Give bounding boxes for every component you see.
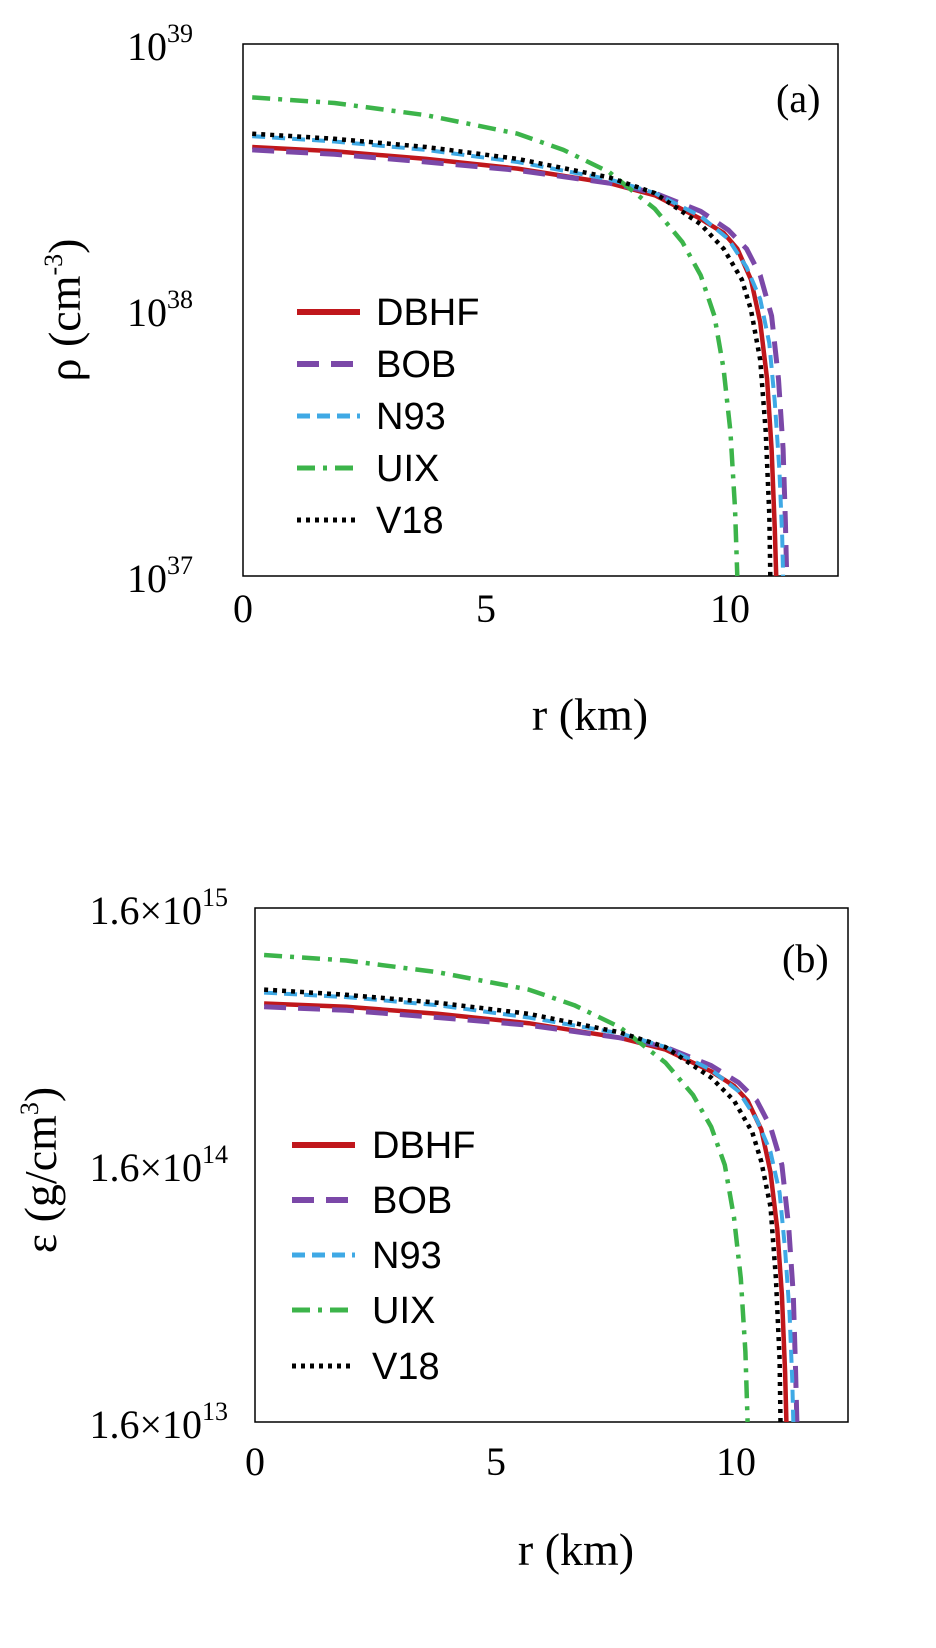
series-line-b-uix: [263, 952, 750, 1423]
legend-label-a-n93: N93: [376, 396, 446, 438]
legend-a: DBHF BOB N93 UIX V18: [297, 292, 479, 542]
y-tick-label-b-15: 1.6×1015: [89, 883, 228, 933]
y-tick-label-b-14: 1.6×1014: [89, 1140, 228, 1190]
series-group-a: [252, 95, 790, 577]
x-tick-label-a-0: 0: [233, 586, 253, 631]
series-line-a-n93: [252, 134, 786, 577]
legend-label-a-v18: V18: [376, 500, 444, 542]
x-ticks-a: 0 5 10: [233, 586, 750, 631]
series-line-b-bob: [263, 1004, 800, 1423]
x-ticks-b: 0 5 10: [245, 1439, 756, 1484]
x-tick-label-a-10: 10: [710, 586, 750, 631]
y-ticks-a: 1039 1038 1037: [127, 19, 193, 601]
chart-panel-a: 1039 1038 1037 0 5 10 r (km) ρ (cm-3) (a…: [39, 19, 839, 740]
plot-frame-a: [242, 43, 839, 577]
legend-label-b-uix: UIX: [372, 1290, 435, 1332]
series-line-a-v18: [252, 131, 773, 577]
legend-label-a-bob: BOB: [376, 344, 456, 386]
series-line-a-uix: [252, 95, 740, 577]
series-line-a-bob: [252, 147, 790, 577]
series-group-b: [263, 952, 800, 1423]
y-ticks-b: 1.6×1015 1.6×1014 1.6×1013: [89, 883, 228, 1447]
legend-label-a-uix: UIX: [376, 448, 439, 490]
panel-label-a: (a): [776, 76, 820, 121]
panel-label-b: (b): [782, 936, 829, 981]
y-axis-label-b: ε (g/cm3): [15, 1087, 66, 1253]
y-tick-label-b-13: 1.6×1013: [89, 1397, 228, 1447]
x-axis-label-b: r (km): [518, 1524, 634, 1575]
legend-label-a-dbhf: DBHF: [376, 292, 479, 334]
legend-label-b-bob: BOB: [372, 1180, 452, 1222]
x-tick-label-b-5: 5: [486, 1439, 506, 1484]
x-axis-label-a: r (km): [532, 689, 648, 740]
legend-label-b-v18: V18: [372, 1346, 440, 1388]
series-line-b-n93: [263, 990, 796, 1423]
y-tick-label-a-37: 1037: [127, 551, 193, 601]
legend-label-b-dbhf: DBHF: [372, 1125, 475, 1167]
plot-frame-b: [254, 907, 849, 1423]
legend-b: DBHF BOB N93 UIX V18: [292, 1125, 475, 1388]
y-tick-label-a-38: 1038: [127, 285, 193, 335]
legend-label-b-n93: N93: [372, 1235, 442, 1277]
chart-panel-b: 1.6×1015 1.6×1014 1.6×1013 0 5 10 r (km)…: [15, 883, 849, 1575]
y-tick-label-a-39: 1039: [127, 19, 193, 69]
x-tick-label-b-0: 0: [245, 1439, 265, 1484]
x-tick-label-b-10: 10: [716, 1439, 756, 1484]
series-line-b-v18: [263, 987, 783, 1423]
y-axis-label-a: ρ (cm-3): [39, 239, 90, 382]
x-tick-label-a-5: 5: [476, 586, 496, 631]
